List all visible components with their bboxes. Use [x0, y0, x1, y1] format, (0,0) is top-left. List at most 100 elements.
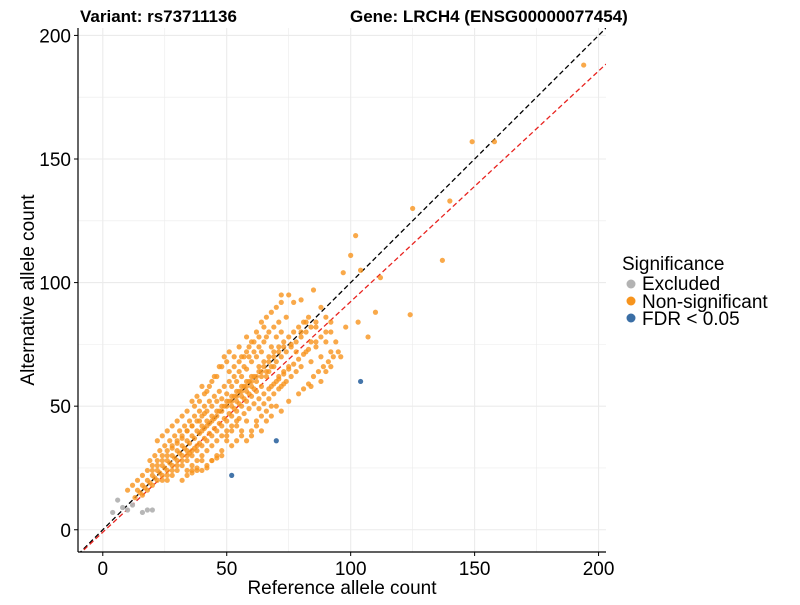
point-non-significant: [221, 354, 227, 360]
point-non-significant: [313, 319, 319, 325]
point-non-significant: [184, 457, 190, 464]
point-non-significant: [263, 334, 269, 340]
point-non-significant: [248, 373, 255, 380]
point-non-significant: [261, 339, 267, 345]
point-non-significant: [219, 396, 225, 402]
point-non-significant: [243, 349, 250, 355]
point-non-significant: [211, 425, 217, 432]
point-non-significant: [258, 413, 265, 419]
point-non-significant: [184, 453, 190, 459]
point-non-significant: [164, 477, 170, 483]
point-non-significant: [199, 428, 205, 434]
point-non-significant: [191, 413, 198, 419]
point-non-significant: [273, 403, 279, 409]
point-non-significant: [340, 270, 346, 276]
point-non-significant: [189, 423, 195, 429]
point-non-significant: [169, 462, 175, 469]
point-non-significant: [191, 403, 198, 409]
point-non-significant: [333, 339, 339, 345]
point-non-significant: [184, 472, 190, 478]
point-non-significant: [293, 339, 299, 345]
point-non-significant: [172, 433, 178, 439]
point-non-significant: [204, 448, 210, 454]
point-non-significant: [224, 438, 230, 444]
point-non-significant: [184, 408, 190, 414]
point-non-significant: [179, 477, 185, 483]
point-non-significant: [236, 368, 242, 375]
point-non-significant: [286, 292, 292, 298]
point-non-significant: [194, 457, 200, 464]
point-non-significant: [236, 401, 242, 407]
point-non-significant: [194, 467, 200, 474]
point-non-significant: [231, 364, 237, 370]
point-non-significant: [179, 457, 185, 464]
y-ticks: 0 50 100 150 200: [39, 26, 78, 542]
point-non-significant: [219, 433, 225, 439]
point-non-significant: [224, 398, 230, 404]
point-non-significant: [144, 487, 151, 493]
point-non-significant: [164, 472, 170, 478]
point-non-significant: [189, 448, 195, 454]
legend-label-non-significant: Non-significant: [642, 292, 768, 313]
point-non-significant: [216, 364, 222, 370]
point-non-significant: [132, 495, 138, 501]
x-tick-label: 0: [97, 559, 108, 580]
point-non-significant: [229, 383, 235, 389]
point-non-significant: [124, 487, 131, 493]
point-non-significant: [318, 354, 324, 360]
point-non-significant: [281, 381, 287, 387]
point-non-significant: [246, 406, 252, 412]
point-non-significant: [243, 334, 250, 340]
point-non-significant: [144, 467, 151, 474]
point-non-significant: [236, 344, 242, 350]
point-non-significant: [318, 304, 324, 310]
point-non-significant: [219, 403, 225, 409]
point-non-significant: [328, 364, 334, 370]
point-non-significant: [206, 430, 212, 436]
point-non-significant: [181, 423, 188, 429]
point-non-significant: [164, 428, 170, 434]
point-non-significant: [189, 470, 195, 476]
point-non-significant: [243, 383, 250, 389]
point-non-significant: [256, 364, 262, 370]
plot-panel: [78, 28, 606, 552]
point-non-significant: [310, 287, 317, 293]
point-non-significant: [194, 393, 200, 399]
point-non-significant: [365, 334, 371, 340]
point-non-significant: [239, 388, 245, 394]
point-non-significant: [266, 386, 272, 392]
point-non-significant: [204, 465, 210, 471]
point-non-significant: [261, 364, 267, 370]
point-non-significant: [226, 410, 232, 417]
point-non-significant: [298, 297, 304, 303]
point-non-significant: [268, 413, 274, 419]
point-non-significant: [209, 443, 215, 449]
point-non-significant: [491, 139, 498, 145]
point-non-significant: [271, 349, 277, 355]
point-non-significant: [271, 324, 277, 330]
point-excluded: [149, 507, 155, 513]
point-non-significant: [229, 423, 235, 429]
point-non-significant: [281, 344, 287, 350]
variant-title: Variant: rs73711136: [80, 7, 237, 26]
point-non-significant: [266, 396, 272, 402]
point-non-significant: [214, 438, 220, 444]
point-non-significant: [288, 373, 294, 380]
point-non-significant: [258, 373, 265, 380]
point-non-significant: [258, 383, 265, 389]
point-non-significant: [206, 398, 212, 404]
point-non-significant: [224, 433, 230, 439]
point-non-significant: [253, 423, 260, 429]
point-non-significant: [231, 373, 237, 380]
point-non-significant: [159, 433, 165, 439]
point-non-significant: [241, 410, 247, 417]
point-non-significant: [268, 403, 274, 409]
point-non-significant: [243, 438, 250, 444]
point-fdr-0-05: [357, 378, 364, 385]
point-non-significant: [169, 445, 175, 451]
point-non-significant: [199, 467, 205, 474]
point-non-significant: [226, 368, 232, 375]
point-non-significant: [189, 462, 195, 469]
point-non-significant: [276, 349, 282, 355]
point-non-significant: [139, 492, 146, 498]
